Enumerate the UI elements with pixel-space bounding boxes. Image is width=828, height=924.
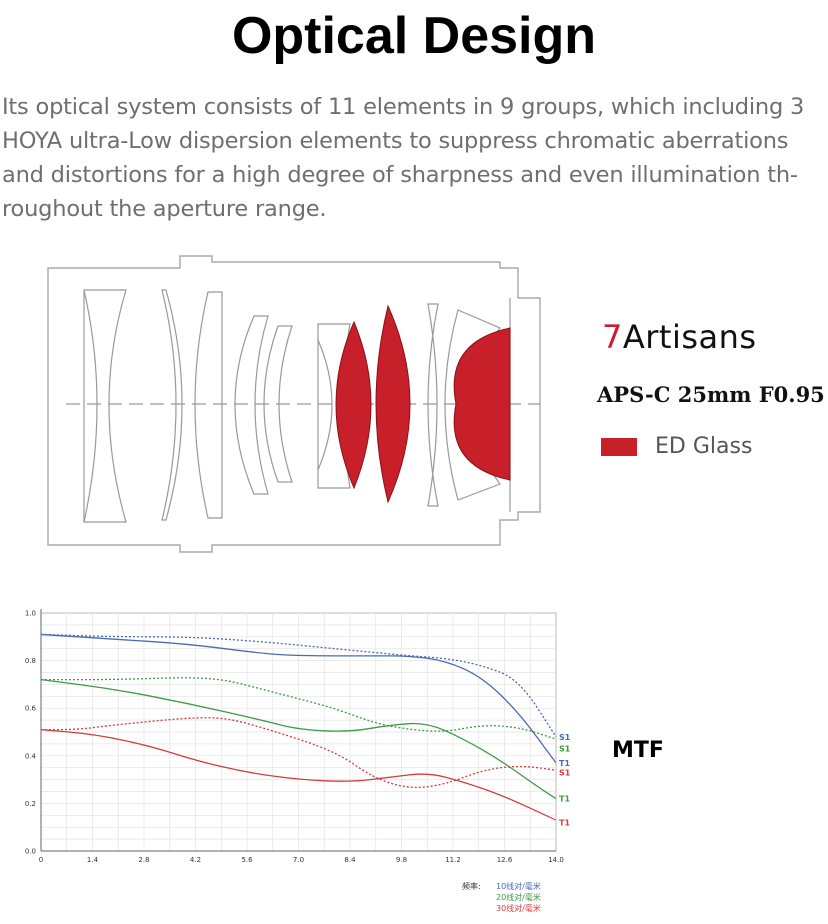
lens-element bbox=[161, 289, 183, 521]
lens-element bbox=[263, 325, 293, 483]
frequency-key-entry: 30线对/毫米 bbox=[496, 903, 541, 913]
x-tick-label: 4.2 bbox=[190, 856, 201, 864]
ed-glass-element bbox=[335, 320, 372, 490]
ed-glass-legend-label: ED Glass bbox=[655, 434, 753, 459]
intro-line: and distortions for a high degree of sha… bbox=[2, 162, 798, 188]
frequency-key-entry: 10线对/毫米 bbox=[496, 881, 541, 891]
y-tick-label: 0.8 bbox=[25, 657, 36, 665]
series-line-tangential-1 bbox=[40, 633, 557, 764]
intro-line: HOYA ultra-Low dispersion elements to su… bbox=[2, 128, 789, 154]
page-title: Optical Design bbox=[231, 7, 597, 65]
frequency-key-prefix: 频率: bbox=[462, 881, 481, 891]
x-tick-label: 8.4 bbox=[344, 856, 356, 864]
lens-element bbox=[83, 289, 127, 523]
lens-element bbox=[194, 291, 223, 519]
series-end-label: T1 bbox=[559, 818, 570, 827]
brand-seven: 7 bbox=[602, 318, 623, 356]
mtf-label: MTF bbox=[612, 738, 664, 763]
series-line-sagittal-2 bbox=[40, 677, 557, 740]
lens-element bbox=[317, 323, 351, 489]
y-tick-label: 0.2 bbox=[25, 800, 36, 808]
y-tick-label: 0.0 bbox=[25, 848, 36, 856]
x-tick-label: 0 bbox=[39, 856, 43, 864]
x-tick-label: 2.8 bbox=[138, 856, 149, 864]
brand-name: Artisans bbox=[622, 318, 757, 356]
series-line-sagittal-4 bbox=[40, 717, 557, 789]
model-name: APS-C 25mm F0.95 bbox=[597, 382, 825, 407]
x-tick-label: 14.0 bbox=[548, 856, 564, 864]
intro-paragraph: Its optical system consists of 11 elemen… bbox=[2, 90, 826, 226]
x-tick-label: 7.0 bbox=[293, 856, 304, 864]
frequency-key-entry: 20线对/毫米 bbox=[496, 892, 541, 902]
y-tick-label: 0.6 bbox=[25, 705, 37, 713]
series-line-tangential-5 bbox=[40, 728, 557, 821]
series-end-label: T1 bbox=[559, 795, 570, 804]
y-tick-label: 0.4 bbox=[25, 752, 37, 760]
ed-glass-legend: ED Glass bbox=[601, 434, 752, 459]
lens-element bbox=[427, 303, 439, 507]
ed-glass-element bbox=[453, 327, 511, 481]
barrel-outline bbox=[47, 255, 541, 553]
lens-element bbox=[444, 309, 501, 501]
ed-glass-element bbox=[375, 304, 411, 504]
y-tick-label: 1.0 bbox=[25, 610, 36, 618]
intro-line: roughout the aperture range. bbox=[2, 196, 327, 222]
x-tick-label: 1.4 bbox=[87, 856, 99, 864]
series-line-tangential-3 bbox=[40, 678, 557, 800]
plot-area bbox=[40, 612, 557, 852]
x-tick-label: 12.6 bbox=[497, 856, 513, 864]
x-tick-label: 11.2 bbox=[445, 856, 461, 864]
intro-line: Its optical system consists of 11 elemen… bbox=[2, 94, 805, 120]
x-tick-label: 5.6 bbox=[241, 856, 253, 864]
lens-element bbox=[317, 339, 333, 471]
series-end-label: T1 bbox=[559, 759, 570, 768]
series-end-label: S1 bbox=[559, 733, 571, 742]
series-end-label: S1 bbox=[559, 768, 571, 777]
series-end-label: S1 bbox=[559, 745, 571, 754]
series-line-sagittal-0 bbox=[40, 633, 557, 738]
x-tick-label: 9.8 bbox=[396, 856, 407, 864]
lens-element bbox=[234, 315, 269, 495]
ed-glass-swatch bbox=[601, 437, 637, 456]
brand-logo: 7Artisans bbox=[602, 318, 757, 356]
